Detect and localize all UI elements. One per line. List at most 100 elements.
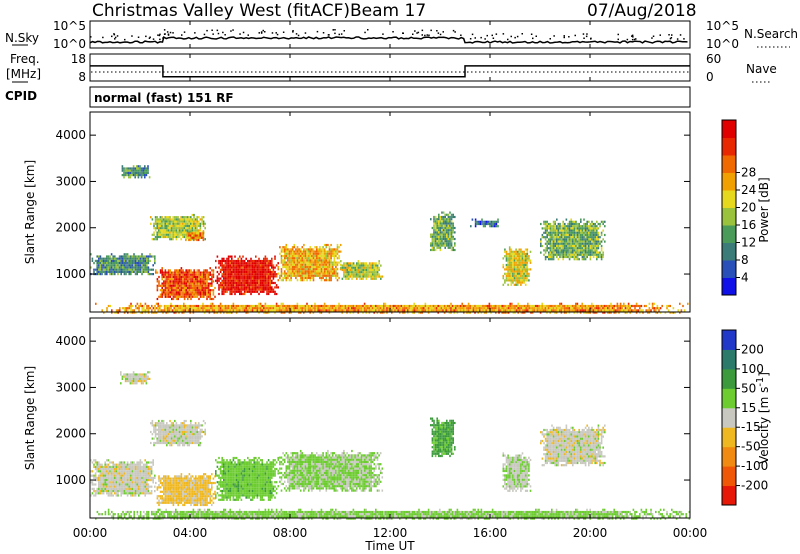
heatmap-cell-power-11 [562, 258, 564, 261]
heatmap-cell-power-2 [206, 293, 208, 296]
heatmap-cell-power-12 [181, 309, 183, 312]
heatmap-cell-power-5 [341, 277, 344, 280]
heatmap-cell-power-11 [570, 225, 572, 228]
heatmap-cell-power-11 [548, 233, 550, 237]
heatmap-cell-power-2 [175, 284, 178, 287]
heatmap-cell-power-6 [196, 220, 198, 223]
heatmap-cell-power-3 [261, 259, 263, 263]
heatmap-cell-power-12 [219, 302, 222, 305]
heatmap-cell-power-12 [488, 302, 491, 305]
heatmap-cell-power-6 [172, 224, 174, 228]
heatmap-cell-power-6 [164, 224, 166, 228]
heatmap-cell-power-2 [174, 291, 176, 294]
heatmap-cell-power-1 [152, 264, 154, 267]
heatmap-cell-power-2 [207, 291, 210, 294]
heatmap-cell-power-3 [219, 264, 222, 267]
heatmap-cell-power-3 [231, 262, 233, 265]
heatmap-cell-power-3 [235, 277, 238, 280]
heatmap-cell-power-12 [242, 309, 244, 312]
heatmap-cell-power-2 [187, 278, 189, 281]
heatmap-cell-power-10 [508, 263, 511, 267]
heatmap-cell-power-12 [170, 309, 172, 312]
heatmap-cell-power-9 [484, 225, 486, 228]
heatmap-cell-power-12 [314, 304, 316, 308]
heatmap-cell-power-12 [615, 309, 617, 312]
heatmap-cell-power-12 [520, 311, 523, 314]
heatmap-cell-power-4 [328, 248, 331, 251]
heatmap-cell-power-8 [447, 215, 450, 219]
heatmap-cell-power-11 [562, 231, 564, 234]
heatmap-cell-power-2 [182, 286, 184, 290]
heatmap-cell-power-5 [346, 277, 348, 280]
heatmap-cell-power-11 [576, 222, 579, 226]
heatmap-cell-power-1 [115, 262, 118, 265]
heatmap-cell-power-8 [430, 248, 432, 252]
heatmap-cell-power-12 [455, 309, 457, 312]
heatmap-cell-power-8 [442, 226, 445, 230]
heatmap-cell-power-12 [123, 311, 126, 314]
heatmap-cell-power-12 [275, 304, 278, 308]
heatmap-cell-power-0 [128, 174, 130, 177]
heatmap-cell-power-12 [461, 307, 463, 310]
heatmap-cell-power-1 [112, 266, 114, 269]
heatmap-cell-power-3 [269, 264, 271, 267]
heatmap-cell-power-10 [516, 257, 519, 260]
heatmap-cell-power-3 [259, 281, 262, 285]
heatmap-cell-power-4 [320, 265, 323, 269]
heatmap-cell-power-5 [372, 273, 374, 276]
nsky-search-dot [322, 32, 325, 34]
heatmap-cell-power-11 [580, 253, 582, 256]
heatmap-cell-power-11 [560, 229, 563, 232]
heatmap-cell-power-3 [218, 279, 220, 282]
heatmap-cell-power-3 [248, 281, 251, 285]
heatmap-cell-power-7 [196, 236, 198, 239]
heatmap-cell-power-11 [589, 225, 592, 228]
heatmap-cell-power-12 [290, 307, 292, 310]
heatmap-cell-power-1 [106, 257, 108, 260]
heatmap-cell-power-8 [444, 224, 446, 227]
heatmap-cell-power-8 [433, 218, 435, 221]
heatmap-cell-power-11 [560, 225, 563, 228]
heatmap-cell-power-12 [411, 311, 414, 314]
heatmap-cell-power-1 [117, 273, 119, 276]
heatmap-cell-power-5 [349, 275, 352, 278]
heatmap-cell-power-4 [303, 270, 305, 273]
heatmap-cell-power-12 [528, 307, 531, 310]
heatmap-cell-power-4 [299, 250, 302, 253]
heatmap-cell-power-12 [611, 304, 614, 308]
heatmap-cell-power-11 [596, 253, 598, 256]
heatmap-cell-power-5 [351, 266, 353, 269]
heatmap-cell-power-12 [280, 304, 283, 308]
heatmap-cell-power-10 [508, 257, 511, 260]
heatmap-cell-power-12 [602, 311, 604, 314]
heatmap-cell-power-6 [191, 238, 194, 241]
heatmap-cell-power-10 [516, 283, 519, 286]
heatmap-cell-power-12 [130, 309, 132, 312]
heatmap-cell-power-8 [438, 218, 440, 221]
heatmap-cell-power-3 [226, 286, 228, 289]
heatmap-cell-power-11 [557, 231, 560, 234]
heatmap-cell-power-12 [285, 309, 287, 312]
heatmap-cell-power-9 [470, 225, 472, 228]
heatmap-cell-power-11 [557, 233, 560, 237]
heatmap-cell-power-4 [299, 270, 302, 273]
heatmap-cell-power-8 [430, 242, 432, 245]
heatmap-cell-power-12 [645, 309, 647, 312]
heatmap-cell-power-12 [376, 304, 379, 308]
heatmap-cell-power-11 [544, 255, 547, 259]
heatmap-cell-power-2 [187, 284, 189, 287]
heatmap-cell-power-11 [572, 255, 574, 259]
heatmap-cell-power-12 [362, 304, 364, 308]
heatmap-cell-power-1 [154, 257, 156, 260]
heatmap-cell-power-1 [114, 273, 116, 276]
heatmap-cell-power-0 [123, 167, 125, 170]
heatmap-cell-power-2 [183, 284, 186, 287]
heatmap-cell-power-11 [592, 222, 595, 226]
heatmap-cell-power-3 [223, 264, 225, 267]
heatmap-cell-power-11 [576, 231, 579, 234]
heatmap-cell-power-12 [413, 309, 415, 312]
heatmap-cell-power-6 [156, 227, 158, 230]
heatmap-cell-power-12 [415, 304, 417, 308]
heatmap-cell-power-3 [264, 281, 267, 285]
heatmap-cell-power-12 [136, 302, 139, 305]
